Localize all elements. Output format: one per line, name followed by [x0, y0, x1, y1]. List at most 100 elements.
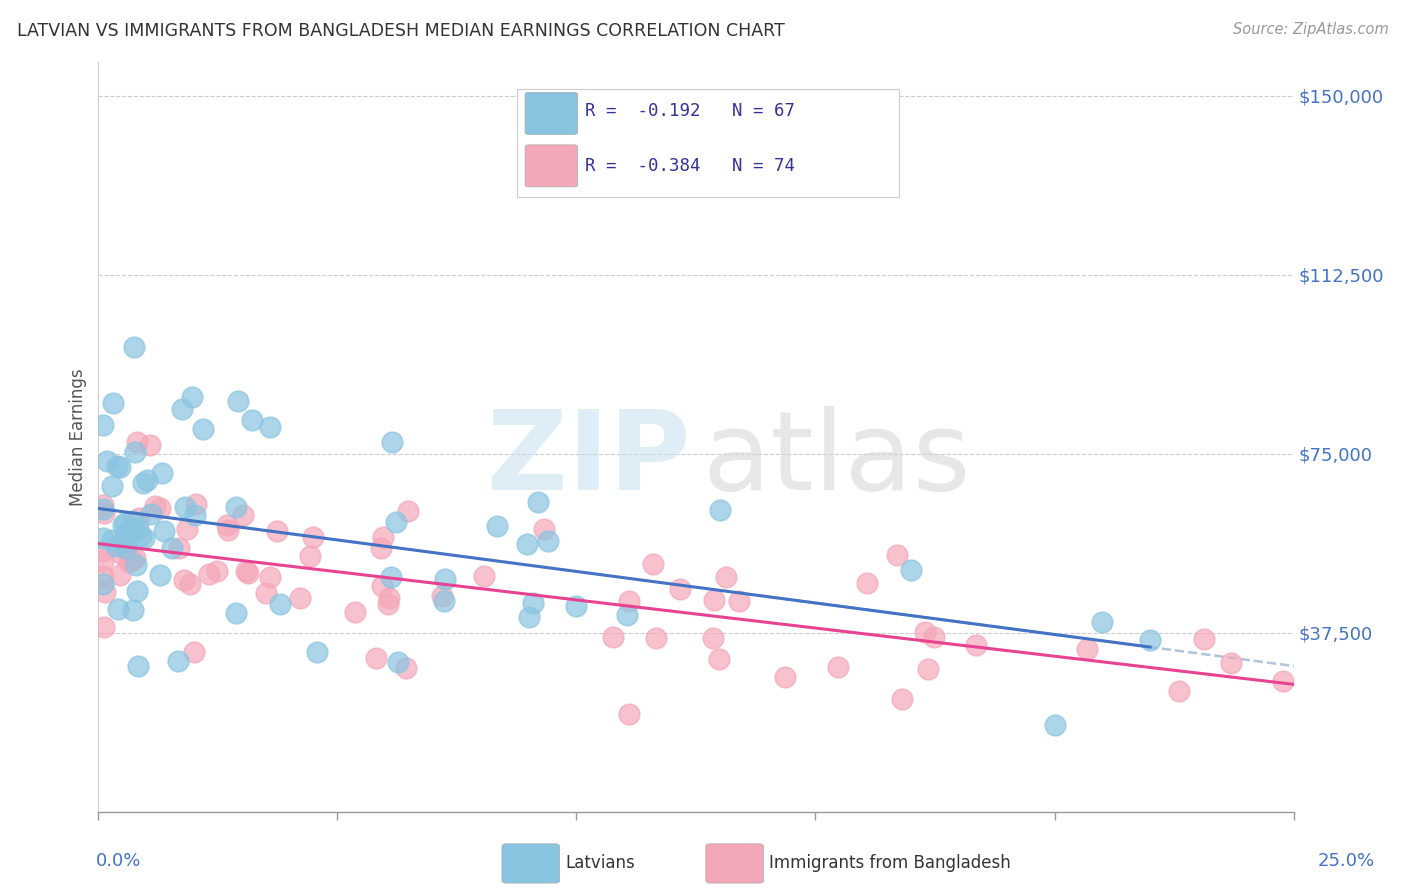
Point	[94, 585, 117, 599]
Point	[183, 645, 205, 659]
Point	[1091, 615, 1114, 629]
Point	[143, 499, 166, 513]
Point	[288, 591, 311, 605]
Point	[186, 497, 208, 511]
Point	[128, 511, 150, 525]
Point	[108, 567, 131, 582]
Point	[433, 572, 456, 586]
Point	[266, 524, 288, 539]
Point	[641, 557, 664, 571]
Point	[172, 402, 194, 417]
Point	[118, 555, 141, 569]
Point	[107, 602, 129, 616]
Point	[108, 460, 131, 475]
Point	[703, 592, 725, 607]
Point	[91, 418, 114, 433]
Point	[139, 438, 162, 452]
Y-axis label: Median Earnings: Median Earnings	[69, 368, 87, 506]
Point	[565, 599, 588, 613]
Point	[240, 413, 263, 427]
Point	[180, 390, 202, 404]
Point	[1043, 717, 1066, 731]
Point	[121, 553, 143, 567]
Point	[124, 558, 146, 573]
Point	[517, 610, 540, 624]
Point	[129, 528, 152, 542]
Point	[149, 567, 172, 582]
Point	[387, 655, 409, 669]
Point	[1271, 674, 1294, 689]
Point	[122, 514, 145, 528]
Point	[709, 502, 731, 516]
Point	[891, 691, 914, 706]
Point	[617, 594, 640, 608]
Point	[115, 541, 138, 556]
Point	[183, 508, 205, 523]
Text: 0.0%: 0.0%	[96, 852, 141, 870]
Point	[149, 501, 172, 516]
Point	[965, 638, 987, 652]
Point	[167, 541, 190, 556]
Point	[396, 503, 419, 517]
Point	[924, 630, 946, 644]
Point	[91, 498, 114, 512]
Text: 25.0%: 25.0%	[1317, 852, 1375, 870]
Point	[122, 603, 145, 617]
Text: atlas: atlas	[702, 406, 970, 513]
Text: R =  -0.384   N = 74: R = -0.384 N = 74	[585, 157, 794, 175]
Point	[370, 541, 392, 555]
Point	[1167, 684, 1189, 698]
Point	[1076, 642, 1098, 657]
Point	[727, 594, 749, 608]
Text: ZIP: ZIP	[486, 406, 690, 513]
Point	[160, 541, 183, 556]
Point	[385, 515, 408, 529]
Point	[917, 662, 939, 676]
Point	[669, 582, 692, 596]
Point	[900, 563, 922, 577]
Point	[132, 475, 155, 490]
Point	[914, 625, 936, 640]
Point	[127, 584, 149, 599]
Point	[132, 531, 155, 545]
Point	[377, 597, 399, 611]
Point	[395, 661, 418, 675]
Point	[191, 422, 214, 436]
Point	[112, 517, 135, 532]
Point	[150, 467, 173, 481]
Point	[176, 522, 198, 536]
Point	[254, 586, 277, 600]
Point	[371, 579, 394, 593]
Point	[103, 396, 125, 410]
Point	[127, 659, 149, 673]
Point	[112, 541, 135, 555]
FancyBboxPatch shape	[517, 88, 900, 197]
Point	[215, 517, 238, 532]
Point	[225, 500, 247, 514]
Point	[114, 527, 136, 541]
Point	[173, 574, 195, 588]
Point	[91, 531, 114, 545]
Point	[380, 570, 402, 584]
Point	[91, 501, 114, 516]
Text: LATVIAN VS IMMIGRANTS FROM BANGLADESH MEDIAN EARNINGS CORRELATION CHART: LATVIAN VS IMMIGRANTS FROM BANGLADESH ME…	[17, 22, 785, 40]
Point	[299, 549, 322, 564]
Point	[516, 537, 538, 551]
Point	[773, 670, 796, 684]
Point	[114, 534, 136, 549]
Point	[93, 620, 115, 634]
Point	[91, 543, 114, 558]
Point	[472, 569, 495, 583]
Point	[114, 516, 136, 531]
Text: R =  -0.192   N = 67: R = -0.192 N = 67	[585, 103, 794, 120]
Point	[91, 577, 114, 591]
Point	[702, 632, 724, 646]
Point	[645, 632, 668, 646]
Point	[197, 566, 219, 581]
Point	[377, 591, 399, 605]
Point	[269, 597, 291, 611]
Point	[371, 530, 394, 544]
Point	[127, 521, 149, 535]
Point	[527, 495, 550, 509]
Point	[93, 507, 115, 521]
